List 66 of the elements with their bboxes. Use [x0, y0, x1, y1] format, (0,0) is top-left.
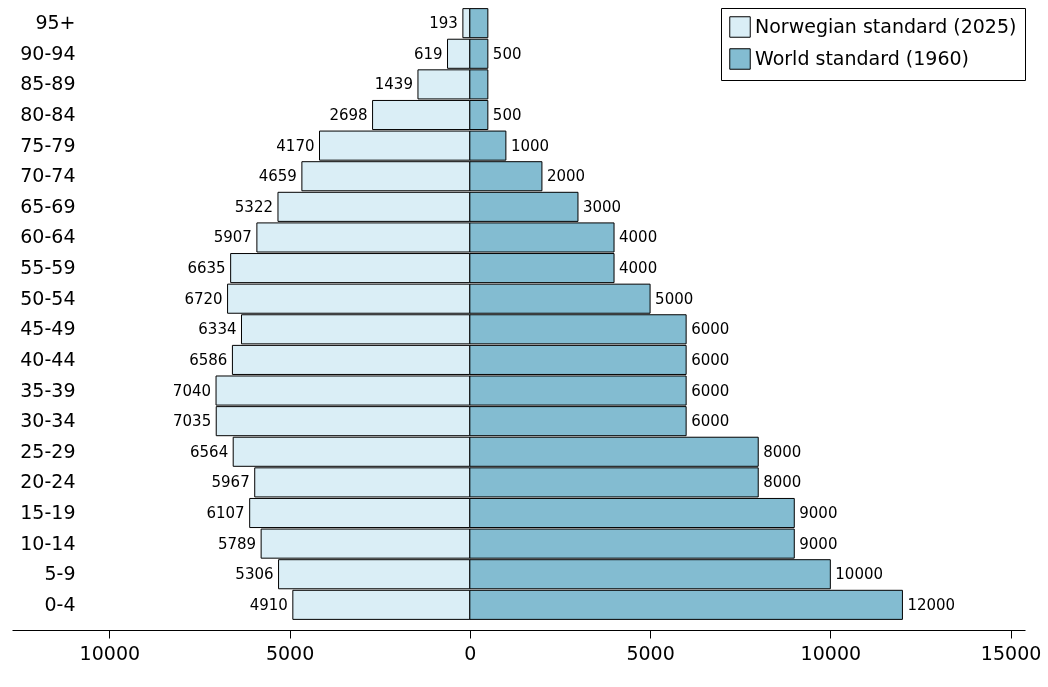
data-label: 6720: [184, 289, 223, 308]
y-tick-label: 40-44: [20, 347, 76, 370]
data-label: 7035: [173, 412, 212, 431]
legend-label: Norwegian standard (2025): [755, 15, 1017, 37]
y-tick-label: 95+: [35, 11, 76, 34]
x-tick-label: 15000: [980, 641, 1042, 664]
data-label: 4170: [276, 136, 315, 155]
y-tick-label: 30-34: [20, 409, 76, 432]
data-label: 10000: [835, 565, 884, 584]
data-label: 6000: [691, 350, 730, 369]
data-label: 9000: [799, 534, 838, 553]
data-label: 5907: [213, 228, 252, 247]
data-label: 6000: [691, 381, 730, 400]
data-label: 4000: [619, 228, 658, 247]
data-label: 9000: [799, 504, 838, 522]
data-label: 1000: [510, 136, 550, 155]
data-label: 4000: [619, 259, 658, 278]
data-label: 6586: [189, 350, 228, 369]
data-label: 6107: [206, 504, 245, 522]
data-label: 5000: [655, 289, 694, 308]
y-tick-label: 0-4: [44, 592, 76, 615]
y-tick-label: 35-39: [20, 378, 76, 401]
data-label: 2000: [546, 167, 586, 186]
data-label: 193: [429, 14, 458, 33]
data-label: 4659: [258, 167, 297, 186]
data-label: 8000: [763, 442, 802, 461]
x-tick-label: 10000: [79, 641, 141, 664]
y-tick-label: 70-74: [20, 164, 76, 187]
x-tick-label: 5000: [626, 641, 675, 664]
y-tick-label: 15-19: [20, 501, 76, 523]
y-tick-label: 25-29: [20, 439, 76, 462]
y-tick-label: 50-54: [20, 286, 76, 309]
y-tick-label: 55-59: [20, 256, 76, 279]
data-label: 3000: [582, 197, 622, 216]
data-label: 6334: [198, 320, 237, 339]
data-label: 4910: [249, 595, 288, 614]
x-tick-label: 0: [464, 641, 477, 664]
y-tick-label: 20-24: [20, 470, 76, 493]
y-tick-label: 85-89: [20, 72, 76, 95]
data-label: 7040: [172, 381, 212, 400]
y-tick-label: 65-69: [20, 194, 76, 217]
data-label: 6564: [190, 442, 229, 461]
y-tick-label: 90-94: [20, 41, 76, 64]
data-label: 5789: [217, 534, 257, 553]
legend-label: World standard (1960): [755, 47, 969, 69]
data-label: 500: [492, 106, 522, 124]
y-tick-label: 60-64: [20, 225, 76, 248]
data-label: 2698: [329, 106, 368, 124]
data-label: 5306: [235, 565, 274, 584]
y-tick-label: 80-84: [20, 103, 76, 125]
data-label: 6635: [187, 259, 226, 278]
data-label: 12000: [907, 595, 956, 614]
data-label: 619: [413, 44, 443, 63]
y-tick-label: 10-14: [20, 531, 76, 554]
y-tick-label: 75-79: [20, 133, 76, 156]
x-tick-label: 10000: [800, 641, 862, 664]
y-tick-label: 45-49: [20, 317, 76, 340]
data-label: 6000: [691, 320, 730, 339]
x-tick-label: 5000: [265, 641, 315, 664]
data-label: 8000: [763, 473, 802, 492]
data-label: 1439: [374, 75, 413, 94]
data-label: 5322: [234, 197, 273, 216]
y-tick-label: 5-9: [44, 562, 76, 585]
data-label: 6000: [691, 412, 730, 431]
data-label: 500: [492, 44, 522, 63]
data-label: 5967: [211, 473, 250, 492]
